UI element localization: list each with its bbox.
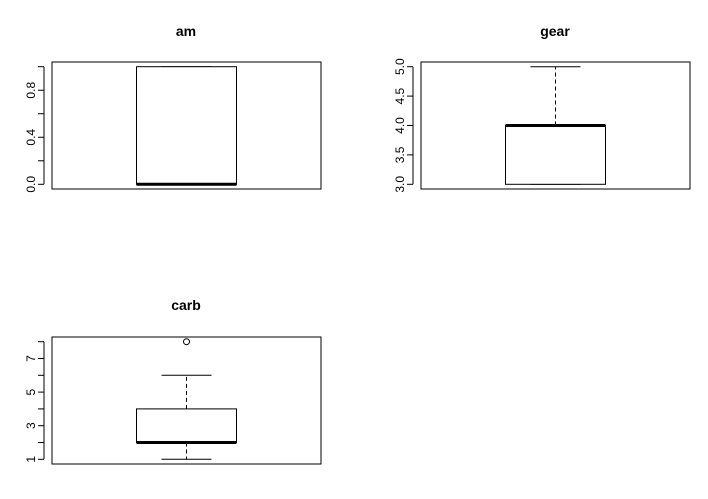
- y-tick-label: 5.0: [393, 58, 407, 75]
- box-marks: [505, 66, 606, 185]
- panel-title: am: [176, 23, 196, 39]
- plot-frame: [51, 61, 322, 190]
- y-tick-label: 0.0: [24, 176, 38, 193]
- y-tick-label: 3.5: [393, 146, 407, 163]
- panel-title: carb: [171, 297, 201, 313]
- outlier-point: [183, 338, 190, 346]
- y-tick-label: 0.8: [24, 82, 38, 99]
- y-tick-label: 4.5: [393, 87, 407, 104]
- panel-gear: gear 3.0 3.5 4.0 4.5 5.0: [393, 23, 691, 193]
- panel-carb: carb 1 3 5 7: [24, 297, 322, 465]
- plot-frame: [51, 336, 322, 465]
- panel-am: am 0.0 0.4 0.8: [24, 23, 322, 193]
- box: [505, 125, 606, 185]
- box: [136, 408, 237, 443]
- plot-frame: [420, 61, 691, 190]
- box-marks: [136, 66, 237, 186]
- y-axis: 0.0 0.4 0.8: [24, 66, 45, 193]
- y-tick-label: 1: [24, 456, 38, 463]
- y-tick-label: 5: [24, 388, 38, 395]
- panel-title: gear: [540, 23, 570, 39]
- box-marks: [136, 338, 237, 460]
- y-tick-label: 4.0: [393, 117, 407, 134]
- y-axis: 3.0 3.5 4.0 4.5 5.0: [393, 58, 414, 193]
- y-tick-label: 7: [24, 355, 38, 362]
- box: [136, 66, 237, 185]
- y-tick-label: 0.4: [24, 129, 38, 146]
- y-tick-label: 3: [24, 422, 38, 429]
- y-tick-label: 3.0: [393, 176, 407, 193]
- y-axis: 1 3 5 7: [24, 341, 45, 463]
